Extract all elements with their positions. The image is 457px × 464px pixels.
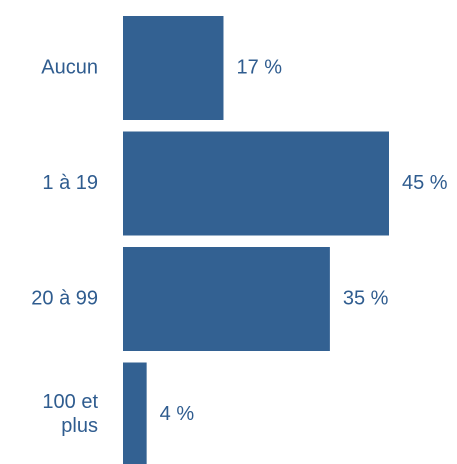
bar-0 [123,16,224,120]
category-labels-group: Aucun 1 à 19 20 à 99 100 et plus [31,56,98,437]
category-label-2: 20 à 99 [31,287,98,309]
bar-2 [123,247,330,351]
category-label-3: 100 et plus [42,391,98,437]
value-label-2: 35 % [343,287,389,309]
value-labels-group: 17 % 45 % 35 % 4 % [160,56,448,425]
value-label-0: 17 % [236,56,282,78]
bar-3 [123,362,147,464]
category-label-1: 1 à 19 [42,172,98,194]
bars-group [123,16,389,464]
category-label-0: Aucun [41,56,98,78]
value-label-3: 4 % [160,403,195,425]
bar-1 [123,131,389,236]
value-label-1: 45 % [402,172,448,194]
